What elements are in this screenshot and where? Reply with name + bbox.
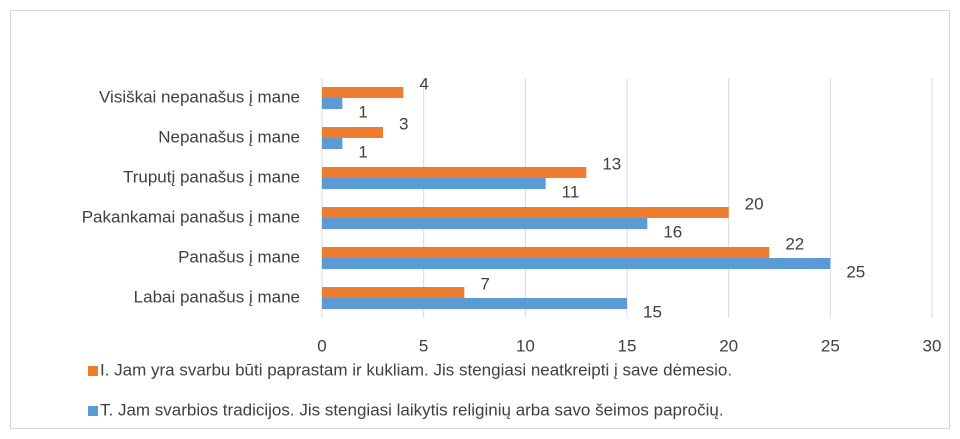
legend-label: T. Jam svarbios tradicijos. Jis stengias… <box>100 400 724 419</box>
x-tick-label: 5 <box>419 336 428 355</box>
x-tick-label: 25 <box>821 336 840 355</box>
bar <box>322 218 648 229</box>
data-label: 15 <box>643 302 662 321</box>
bar <box>322 87 404 98</box>
x-tick-label: 10 <box>516 336 535 355</box>
data-label: 13 <box>602 154 621 173</box>
legend-label: I. Jam yra svarbu būti paprastam ir kukl… <box>100 360 732 379</box>
bar <box>322 298 627 309</box>
data-label: 22 <box>785 234 804 253</box>
y-tick-label: Truputį panašus į mane <box>123 167 300 186</box>
bar <box>322 98 343 109</box>
data-label: 3 <box>399 114 408 133</box>
bar <box>322 178 546 189</box>
bar <box>322 207 729 218</box>
y-tick-label: Nepanašus į mane <box>158 127 300 146</box>
data-label: 1 <box>358 142 367 161</box>
y-tick-label: Visiškai nepanašus į mane <box>99 87 300 106</box>
data-label: 4 <box>419 74 428 93</box>
x-tick-label: 0 <box>317 336 326 355</box>
bar <box>322 247 770 258</box>
data-label: 20 <box>745 194 764 213</box>
data-label: 16 <box>663 222 682 241</box>
bar <box>322 127 383 138</box>
legend-swatch <box>88 406 98 416</box>
data-label: 11 <box>562 182 580 201</box>
legend-swatch <box>88 366 98 376</box>
y-tick-label: Labai panašus į mane <box>134 287 300 306</box>
y-tick-label: Panašus į mane <box>178 247 300 266</box>
data-label: 25 <box>846 262 865 281</box>
x-tick-label: 15 <box>618 336 637 355</box>
y-tick-label: Pakankamai panašus į mane <box>82 207 300 226</box>
x-tick-label: 20 <box>719 336 738 355</box>
data-label: 7 <box>480 274 489 293</box>
bar <box>322 287 465 298</box>
data-label: 1 <box>358 102 367 121</box>
bar <box>322 138 343 149</box>
x-tick-label: 30 <box>923 336 942 355</box>
bar <box>322 167 587 178</box>
bar <box>322 258 831 269</box>
